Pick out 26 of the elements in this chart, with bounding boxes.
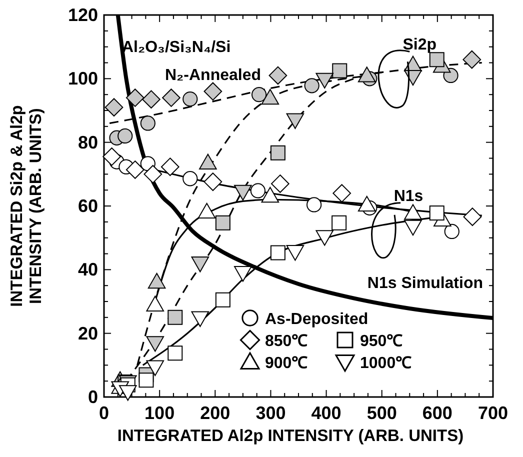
legend-label: 850℃ bbox=[265, 333, 308, 350]
y-tick-label: 20 bbox=[78, 323, 98, 344]
annotation: N₂-Annealed bbox=[165, 67, 262, 84]
legend-label: 950℃ bbox=[360, 333, 403, 350]
x-axis-title: INTEGRATED Al2p INTENSITY (ARB. UNITS) bbox=[117, 427, 464, 445]
y-tick-label: 100 bbox=[68, 68, 98, 89]
legend-label: As-Deposited bbox=[265, 311, 368, 328]
annotation: Al₂O₃/Si₃N₄/Si bbox=[122, 39, 231, 56]
x-tick-label: 600 bbox=[422, 403, 452, 423]
y-tick-label: 0 bbox=[88, 387, 98, 407]
x-tick-label: 100 bbox=[144, 403, 175, 423]
x-tick-label: 700 bbox=[478, 403, 508, 423]
y-tick-label: 120 bbox=[68, 5, 98, 25]
legend-label: 900℃ bbox=[265, 355, 308, 372]
y-tick-label: 40 bbox=[78, 260, 98, 280]
annotation: Si2p bbox=[402, 36, 437, 54]
series-label: N1s Simulation bbox=[367, 275, 483, 292]
x-tick-label: 200 bbox=[200, 403, 230, 423]
x-tick-label: 300 bbox=[256, 403, 286, 423]
x-tick-label: 400 bbox=[311, 403, 342, 423]
x-tick-label: 500 bbox=[366, 403, 397, 423]
y-tick-label: 80 bbox=[78, 132, 98, 152]
y-axis-title: INTEGRATED Si2p & Al2p INTENSITY (ARB. UNITS) bbox=[8, 105, 45, 307]
y-tick-label: 60 bbox=[78, 196, 98, 216]
annotation: N1s bbox=[394, 188, 424, 205]
legend-label: 1000℃ bbox=[360, 355, 412, 372]
